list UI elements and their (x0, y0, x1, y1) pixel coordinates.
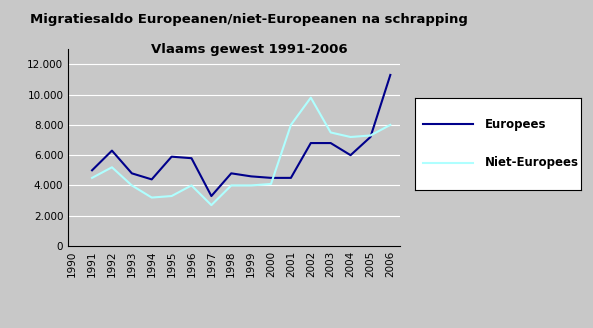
Niet-Europees (88, 176, 95, 180)
Niet-Europees (387, 123, 394, 127)
Europees (288, 176, 295, 180)
Europees (367, 135, 374, 139)
Niet-Europees (109, 165, 116, 169)
Europees (128, 171, 135, 175)
Niet-Europees (267, 182, 275, 186)
Niet-Europees (367, 133, 374, 137)
Europees (387, 73, 394, 77)
Niet-Europees (208, 203, 215, 207)
Line: Niet-Europees: Niet-Europees (92, 98, 390, 205)
Niet-Europees (327, 131, 334, 134)
Europees (188, 156, 195, 160)
Text: Migratiesaldo Europeanen/niet-Europeanen na schrapping: Migratiesaldo Europeanen/niet-Europeanen… (30, 13, 468, 26)
Europees (208, 194, 215, 198)
Text: Vlaams gewest 1991-2006: Vlaams gewest 1991-2006 (151, 43, 347, 56)
Niet-Europees (188, 183, 195, 187)
Niet-Europees (307, 96, 314, 100)
Line: Europees: Europees (92, 75, 390, 196)
Europees (228, 171, 235, 175)
Europees (148, 177, 155, 181)
Europees (347, 153, 354, 157)
Europees (88, 168, 95, 172)
Niet-Europees (288, 123, 295, 127)
Europees (267, 176, 275, 180)
Niet-Europees (128, 183, 135, 187)
Niet-Europees (248, 183, 255, 187)
Text: Niet-Europees: Niet-Europees (485, 156, 579, 169)
Europees (168, 155, 175, 159)
Europees (327, 141, 334, 145)
Niet-Europees (148, 195, 155, 199)
Europees (109, 149, 116, 153)
Niet-Europees (347, 135, 354, 139)
Europees (307, 141, 314, 145)
Text: Europees: Europees (485, 118, 546, 131)
Niet-Europees (168, 194, 175, 198)
Europees (248, 174, 255, 178)
Niet-Europees (228, 183, 235, 187)
